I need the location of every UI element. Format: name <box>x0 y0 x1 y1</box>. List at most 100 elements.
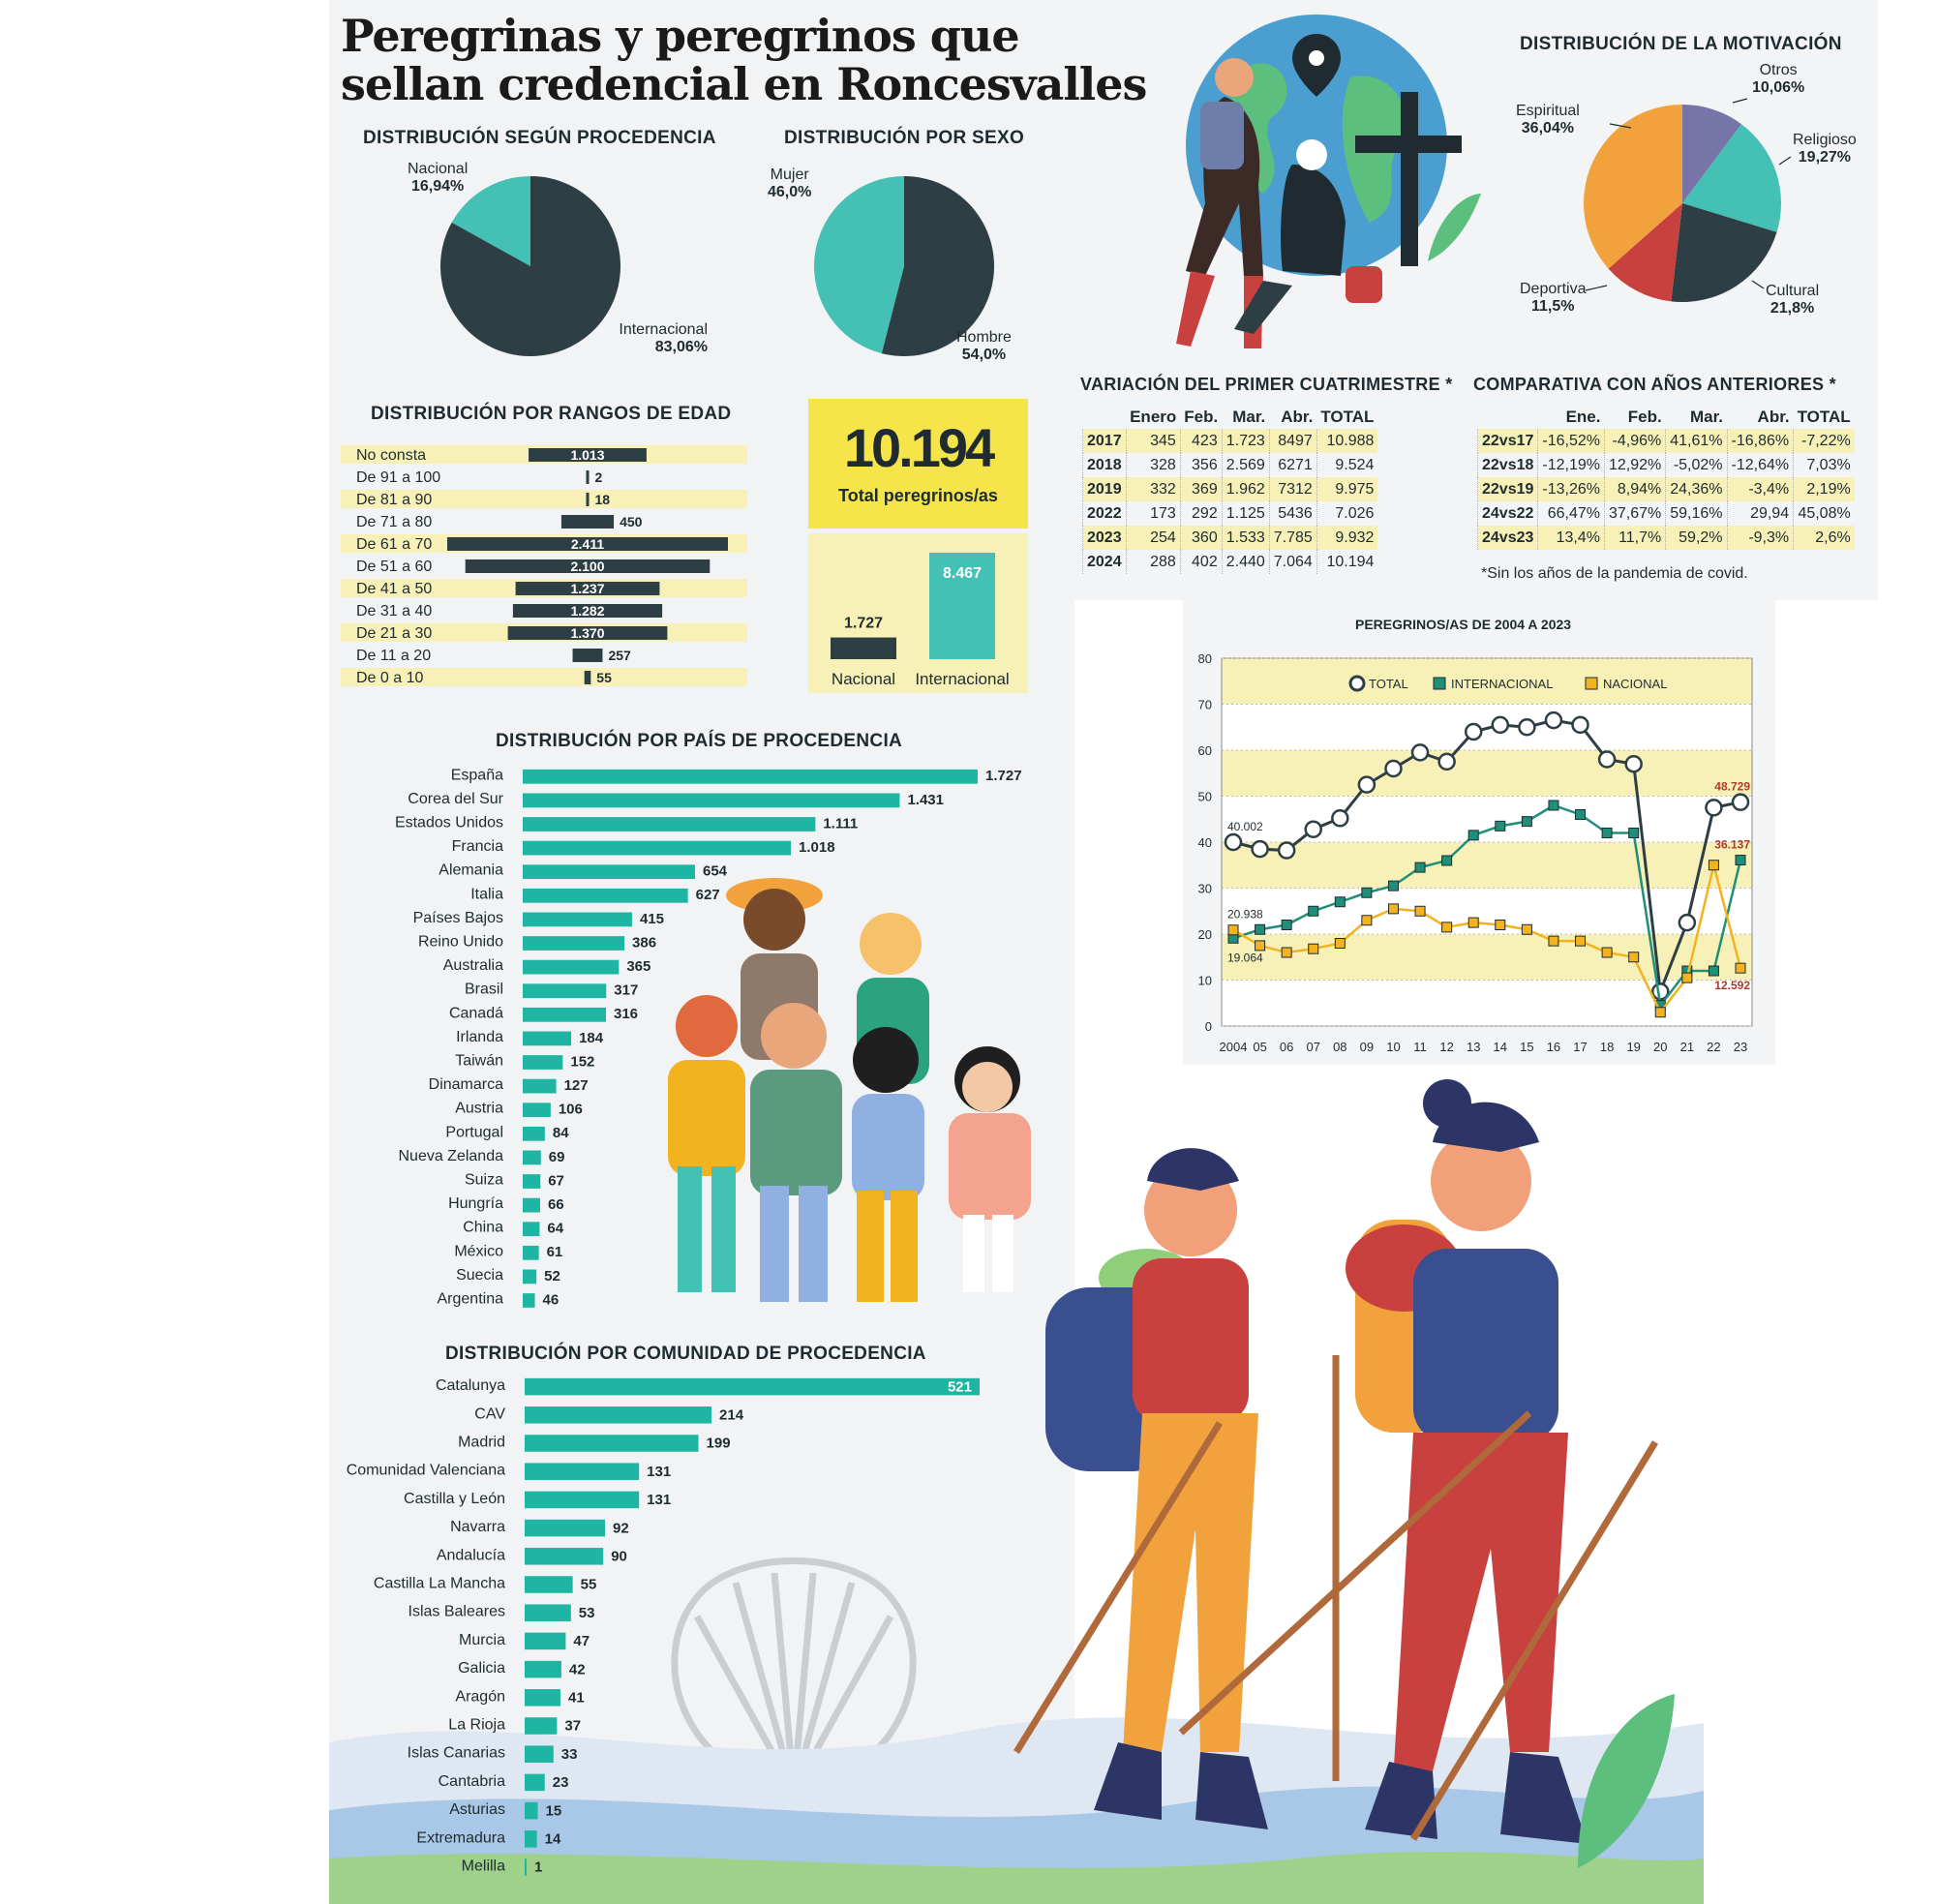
series-point-internacional <box>1708 965 1719 977</box>
pais-value-label: 52 <box>544 1268 560 1284</box>
pais-value-label: 1.431 <box>907 792 944 808</box>
series-point-internacional <box>1414 861 1426 873</box>
legend-marker-internacional <box>1433 677 1446 690</box>
pais-category-label: Austria <box>455 1101 503 1117</box>
edad-category-label: De 91 a 100 <box>356 469 440 486</box>
comparativa-cell: -12,64% <box>1726 453 1794 477</box>
pais-value-label: 127 <box>564 1077 589 1094</box>
comunidad-value-label: 131 <box>647 1464 671 1480</box>
comunidad-value-label: 41 <box>568 1689 585 1706</box>
pais-value-label: 64 <box>547 1221 563 1237</box>
comparativa-cell: -16,52% <box>1537 429 1605 453</box>
comparativa-cell: 59,16% <box>1665 501 1728 526</box>
pais-value-label: 66 <box>548 1196 564 1213</box>
series-point-nacional <box>1414 905 1426 917</box>
total-value: 10.194 <box>843 417 995 478</box>
cuatrimestre-cell: 292 <box>1179 501 1223 526</box>
comparativa-cell: 41,61% <box>1665 429 1728 453</box>
comparativa-cell: 11,7% <box>1603 526 1666 550</box>
edad-value-label: 2.100 <box>570 559 604 574</box>
pais-category-label: Suiza <box>465 1171 503 1188</box>
pais-bar <box>523 1293 535 1308</box>
cuatrimestre-row: 2019 332 369 1.962 7312 9.975 <box>1082 477 1378 501</box>
comparativa-title: COMPARATIVA CON AÑOS ANTERIORES * <box>1473 375 1836 394</box>
pais-bar <box>523 793 900 808</box>
motivacion-deportiva-label: Deportiva <box>1520 281 1587 297</box>
line-chart-annotation: 12.592 <box>1714 979 1750 992</box>
comunidad-value-label: 92 <box>613 1520 629 1536</box>
motivacion-slice-deportiva <box>1608 203 1682 302</box>
line-chart-band <box>1222 842 1752 889</box>
series-point-internacional <box>1281 920 1292 930</box>
comunidad-value-label: 15 <box>546 1802 562 1819</box>
comunidad-value-label: 1 <box>534 1859 542 1876</box>
comparativa-row: 22vs17 -16,52% -4,96% 41,61% -16,86% -7,22% <box>1476 429 1855 453</box>
series-point-nacional <box>1708 860 1719 871</box>
motivacion-religioso-value: 19,27% <box>1798 149 1852 166</box>
series-point-internacional <box>1334 896 1346 908</box>
comunidad-bar <box>525 1689 560 1707</box>
cuatrimestre-cell: 9.932 <box>1316 526 1378 550</box>
comunidad-category-label: Aragón <box>455 1688 505 1705</box>
comparativa-header-cell: Mar. <box>1689 407 1724 426</box>
comunidad-bar <box>525 1519 605 1537</box>
series-point-nacional <box>1227 924 1239 936</box>
line-chart-x-tick: 20 <box>1653 1040 1667 1054</box>
series-point-nacional <box>1575 935 1587 947</box>
pais-value-label: 69 <box>549 1149 565 1165</box>
comunidad-category-label: Extremadura <box>416 1829 505 1846</box>
series-point-nacional <box>1601 947 1613 958</box>
edad-bar <box>507 626 668 640</box>
sexo-pie-chart <box>814 176 994 356</box>
line-chart-band <box>1222 980 1752 1026</box>
line-chart-x-tick: 21 <box>1680 1040 1694 1054</box>
motivacion-cultural-label: Cultural <box>1766 283 1820 299</box>
edad-value-label: 55 <box>596 670 612 685</box>
line-chart-x-tick: 17 <box>1573 1040 1587 1054</box>
comunidad-value-label: 23 <box>553 1774 569 1791</box>
cuatrimestre-cell: 7.064 <box>1268 550 1317 574</box>
sexo-mujer-label: Mujer <box>770 166 809 183</box>
edad-category-label: De 71 a 80 <box>356 514 432 530</box>
cuatrimestre-cell: 402 <box>1179 550 1223 574</box>
motivacion-cultural-value: 21,8% <box>1770 300 1815 317</box>
comparativa-row: 22vs19 -13,26% 8,94% 24,36% -3,4% 2,19% <box>1476 477 1855 501</box>
pais-value-label: 317 <box>614 982 638 999</box>
line-chart-x-tick: 05 <box>1253 1040 1266 1054</box>
cuatrimestre-row: 2017 345 423 1.723 8497 10.988 <box>1082 429 1378 453</box>
series-point-total <box>1491 715 1510 735</box>
edad-category-label: De 21 a 30 <box>356 625 432 642</box>
motivacion-espiritual-value: 36,04% <box>1521 120 1575 136</box>
line-chart-x-tick: 15 <box>1520 1040 1533 1054</box>
cuatrimestre-cell: 2023 <box>1082 526 1127 550</box>
comunidad-category-label: Andalucía <box>437 1547 505 1563</box>
line-chart-annotation: 36.137 <box>1714 838 1750 852</box>
series-point-total <box>1277 841 1296 860</box>
pais-title: DISTRIBUCIÓN POR PAÍS DE PROCEDENCIA <box>496 731 903 751</box>
comunidad-category-label: Navarra <box>450 1519 505 1535</box>
line-chart-title: PEREGRINOS/AS DE 2004 A 2023 <box>1355 617 1572 632</box>
cuatrimestre-cell: 332 <box>1125 477 1181 501</box>
comunidad-category-label: Asturias <box>449 1801 505 1818</box>
title-line-2: sellan credencial en Roncesvalles <box>341 58 1147 110</box>
edad-value-label: 2 <box>595 469 603 485</box>
comparativa-cell: -4,96% <box>1603 429 1666 453</box>
pais-value-label: 654 <box>703 863 728 880</box>
series-point-total <box>1384 759 1403 778</box>
pais-category-label: China <box>463 1220 503 1236</box>
line-chart-y-tick: 60 <box>1198 743 1212 758</box>
pais-category-label: Australia <box>443 957 503 974</box>
cuatrimestre-cell: 173 <box>1125 501 1181 526</box>
series-point-internacional <box>1548 800 1559 811</box>
pais-value-label: 415 <box>640 911 664 927</box>
comparativa-cell: 22vs17 <box>1476 429 1538 453</box>
motivacion-title: DISTRIBUCIÓN DE LA MOTIVACIÓN <box>1520 34 1842 54</box>
nacint-category-label: Nacional <box>832 670 895 688</box>
edad-bar <box>584 671 591 684</box>
comunidad-category-label: Islas Canarias <box>408 1745 505 1762</box>
legend-label-nacional: NACIONAL <box>1603 677 1667 691</box>
comparativa-header-cell: Feb. <box>1627 407 1662 426</box>
series-point-internacional <box>1255 923 1266 935</box>
pais-category-label: Países Bajos <box>413 910 503 926</box>
cuatrimestre-cell: 328 <box>1125 453 1181 477</box>
